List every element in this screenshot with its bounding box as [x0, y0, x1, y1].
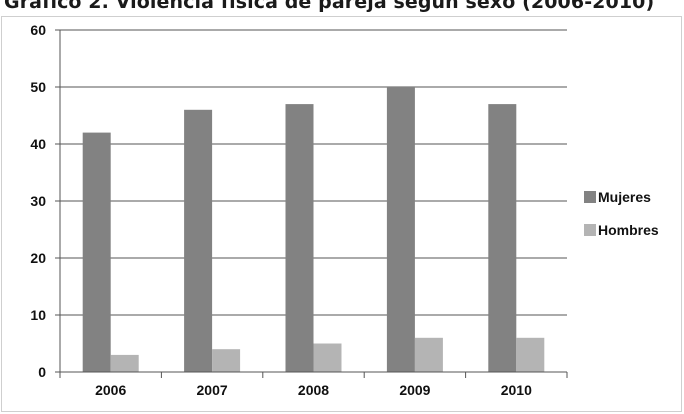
bar-hombres-2010 — [516, 337, 545, 372]
legend-label-hombres: Hombres — [598, 222, 659, 238]
legend: Mujeres Hombres — [584, 189, 659, 238]
legend-swatch-hombres — [584, 224, 596, 236]
bar-hombres-2006 — [110, 354, 139, 372]
bar-mujeres-2007 — [184, 109, 213, 373]
legend-swatch-mujeres — [584, 191, 596, 203]
legend-label-mujeres: Mujeres — [598, 189, 651, 205]
y-tick-label: 50 — [30, 79, 46, 95]
y-tick-label: 20 — [30, 250, 46, 266]
bar-hombres-2007 — [212, 349, 241, 372]
bar-hombres-2008 — [313, 343, 342, 372]
bar-hombres-2009 — [414, 337, 443, 372]
bar-mujeres-2006 — [82, 132, 111, 372]
bar-mujeres-2009 — [386, 87, 415, 372]
y-tick-label: 10 — [30, 307, 46, 323]
bar-mujeres-2010 — [488, 104, 517, 372]
chart-frame — [1, 16, 682, 412]
y-tick-label: 40 — [30, 136, 46, 152]
x-tick-label: 2008 — [298, 382, 329, 398]
x-tick-label: 2007 — [197, 382, 228, 398]
y-tick-label: 0 — [38, 364, 46, 380]
y-axis-ticks: 0 10 20 30 40 50 60 — [30, 22, 60, 380]
bar-mujeres-2008 — [285, 104, 314, 372]
x-tick-label: 2006 — [95, 382, 126, 398]
x-tick-label: 2009 — [399, 382, 430, 398]
x-axis-ticks: 2006 2007 2008 2009 2010 — [59, 372, 568, 398]
x-tick-label: 2010 — [501, 382, 532, 398]
y-tick-label: 30 — [30, 193, 46, 209]
chart-title: Gráfico 2. Violencia física de pareja se… — [4, 0, 655, 13]
bars — [82, 87, 545, 373]
y-tick-label: 60 — [30, 22, 46, 38]
